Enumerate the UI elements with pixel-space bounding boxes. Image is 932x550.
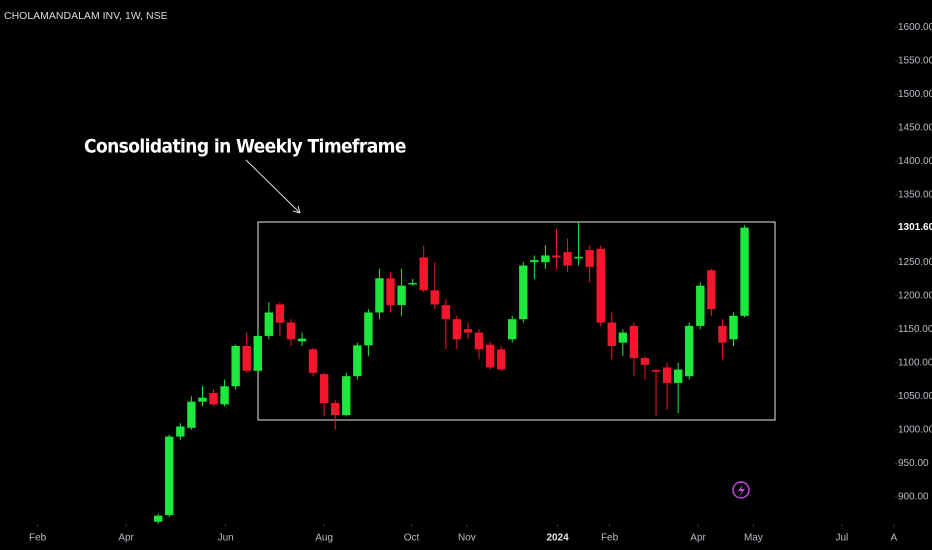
annotation-arrow (245, 159, 301, 214)
candle-body (718, 325, 727, 343)
y-tick-label: 1450.00 (898, 123, 932, 134)
candle-body (231, 346, 240, 387)
candle-body (242, 346, 251, 371)
x-tick-label: Aug (315, 533, 333, 544)
last-price-label: 1301.60 (898, 222, 932, 233)
chart-title: CHOLAMANDALAM INV, 1W, NSE (4, 10, 168, 22)
candle-body (419, 257, 428, 291)
x-tick-label: Apr (690, 533, 706, 544)
y-tick-label: 1250.00 (898, 257, 932, 268)
candle-body (496, 349, 506, 370)
candle-body (253, 335, 262, 371)
x-tick-label: Oct (404, 533, 420, 544)
y-tick-label: 950.00 (898, 458, 929, 469)
y-tick-label: 1100.00 (898, 357, 932, 368)
candle-body (707, 270, 716, 310)
range-box (257, 221, 776, 421)
candle-body (319, 374, 329, 404)
candle-body (397, 285, 406, 306)
candle-body (519, 265, 528, 320)
candle-body (264, 312, 274, 336)
x-tick-label: Nov (458, 533, 476, 544)
candle-body (662, 367, 672, 383)
candle-body (685, 325, 694, 377)
candle-body (508, 319, 517, 340)
x-tick-label: Jun (218, 533, 234, 544)
y-tick-label: 1400.00 (898, 156, 932, 167)
y-tick-label: 1050.00 (898, 391, 932, 402)
alert-icon[interactable] (732, 481, 750, 499)
y-tick-label: 1350.00 (898, 190, 932, 201)
candle-body (430, 290, 439, 305)
candle-body (463, 329, 473, 333)
candle-body (618, 332, 628, 343)
y-tick-label: 1150.00 (898, 324, 932, 335)
candle-body (187, 401, 196, 428)
candle-body (485, 344, 495, 368)
annotation-text: Consolidating in Weekly Timeframe (84, 136, 406, 158)
y-tick-label: 1500.00 (898, 89, 932, 100)
candle-body (530, 260, 539, 263)
candle-body (165, 436, 174, 516)
x-tick-label: Feb (29, 533, 47, 544)
candle-body (651, 370, 661, 372)
arrow-head (292, 205, 301, 214)
candle-body (198, 397, 207, 402)
candle-body (353, 345, 362, 377)
x-tick-label: May (744, 533, 763, 544)
candle-body (574, 256, 583, 259)
candle-body (541, 255, 550, 263)
candle-body (629, 325, 639, 359)
x-tick-label: Feb (601, 533, 619, 544)
x-tick-label: Jul (835, 533, 848, 544)
candle-body (740, 227, 749, 316)
candle-body (729, 315, 738, 340)
candle-body (563, 252, 572, 266)
candle-body (375, 278, 384, 313)
candle-body (696, 285, 705, 326)
candle-body (452, 319, 462, 340)
candle-body (275, 304, 285, 323)
candle-body (209, 392, 218, 405)
candle-body (640, 358, 650, 365)
x-tick-label: Apr (118, 533, 134, 544)
candle-body (286, 322, 296, 340)
y-tick-label: 1000.00 (898, 424, 932, 435)
candle-body (673, 369, 683, 383)
y-tick-label: 900.00 (898, 492, 929, 503)
candle-body (297, 338, 307, 342)
y-tick-label: 1550.00 (898, 56, 932, 67)
candle-body (552, 255, 561, 258)
candle-body (474, 332, 484, 350)
candle-body (386, 278, 395, 306)
candle-body (364, 312, 373, 346)
candle-body (331, 403, 340, 416)
candle-body (441, 305, 451, 320)
candle-body (220, 386, 229, 405)
candle-body (607, 322, 616, 347)
candle-body (585, 250, 594, 267)
candle-body (308, 349, 318, 373)
last-price-marker (895, 220, 932, 235)
candle-body (154, 515, 163, 522)
candle-body (342, 376, 351, 416)
x-tick-label: A (891, 533, 898, 544)
candle-body (408, 282, 417, 285)
candle-body (596, 248, 605, 323)
x-tick-label: 2024 (546, 533, 569, 544)
candle-body (176, 426, 185, 437)
y-tick-label: 1200.00 (898, 290, 932, 301)
y-tick-label: 1600.00 (898, 22, 932, 33)
